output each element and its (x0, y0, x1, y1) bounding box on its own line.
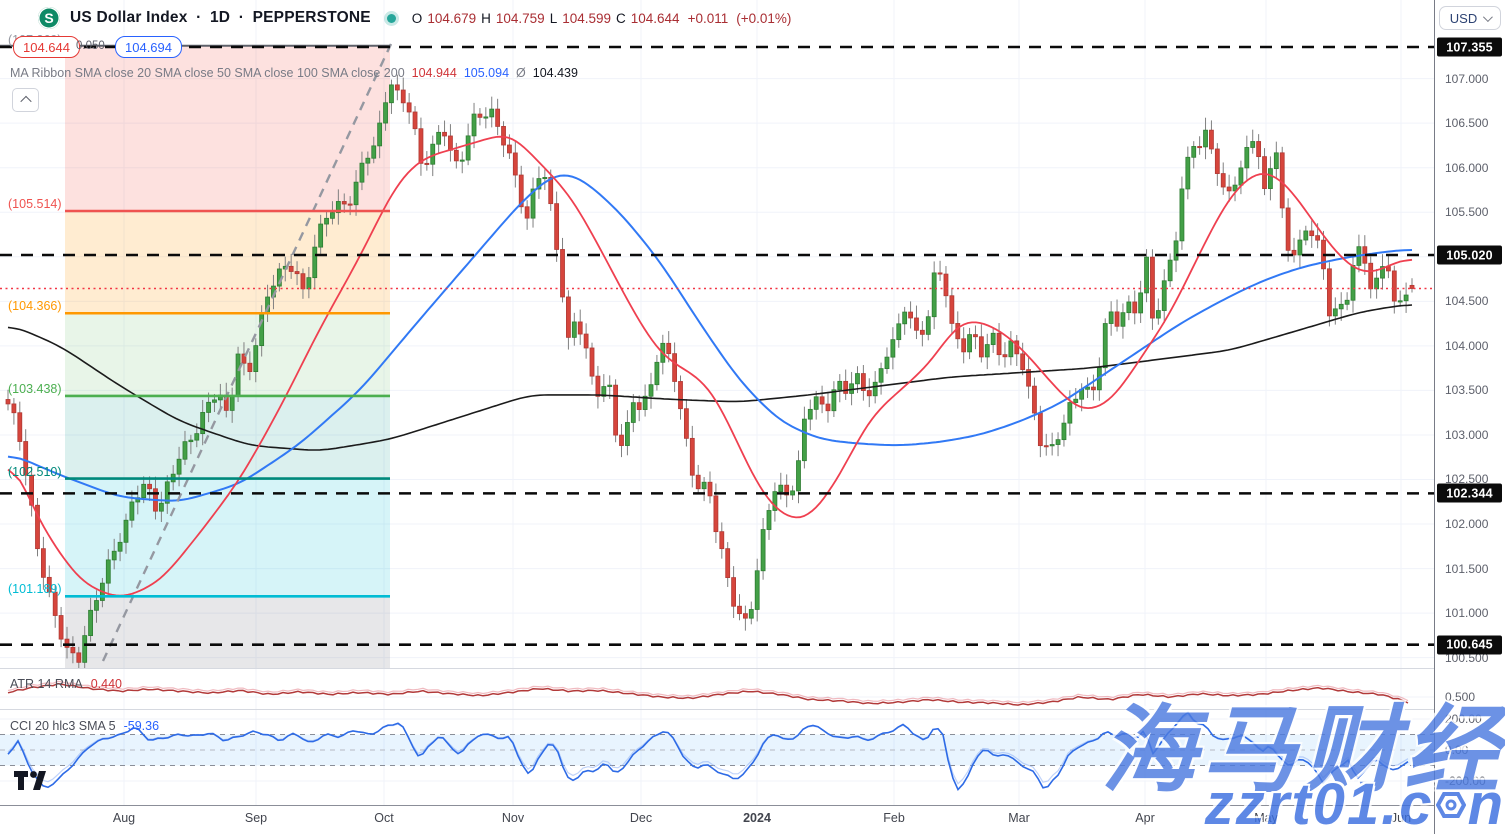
time-label: Mar (1008, 811, 1030, 825)
tradingview-logo-icon[interactable] (13, 770, 47, 792)
cci-title: CCI 20 hlc3 SMA 5 (10, 719, 116, 733)
price-axis[interactable]: USD 107.000 106.500 106.000 105.500 104.500 1… (1434, 0, 1505, 834)
time-label: Nov (501, 811, 525, 825)
sma-line[interactable] (7, 135, 1413, 597)
change-percent: (+0.01%) (736, 10, 792, 26)
cci-value: -59.36 (123, 719, 160, 733)
price-level-badge: 107.355 (1437, 37, 1502, 57)
price-tick: 101.000 (1445, 606, 1489, 621)
price-level-badge: 105.020 (1437, 245, 1502, 265)
interval-label[interactable]: 1D (209, 9, 231, 26)
time-label: Aug (112, 811, 136, 825)
zone-band[interactable] (65, 45, 390, 211)
open-label: O (411, 10, 423, 26)
ma-ribbon-legend[interactable]: MA Ribbon SMA close 20 SMA close 50 SMA … (10, 66, 578, 80)
high-value: 104.759 (495, 10, 545, 26)
currency-dropdown[interactable]: USD (1439, 6, 1501, 30)
trendline[interactable] (101, 43, 393, 662)
price-tick: 102.500 (1445, 472, 1489, 487)
ma-sma100-value: 105.094 (463, 66, 510, 80)
ma-avg-value: 104.439 (532, 66, 578, 80)
currency-label: USD (1449, 10, 1478, 26)
time-axis[interactable]: Aug Sep Oct Nov Dec 2024 Feb Mar Apr May Jun (0, 806, 1434, 834)
chevron-down-icon (1483, 11, 1494, 22)
separator: · (196, 9, 202, 26)
price-tick: 103.500 (1445, 383, 1489, 398)
zone-price-label: (103.438) (8, 381, 62, 396)
ma-ribbon-title: MA Ribbon SMA close 20 SMA close 50 SMA … (10, 66, 405, 80)
zone-band[interactable] (65, 596, 390, 668)
ohlc-values: O 104.679 H 104.759 L 104.599 C 104.644 … (412, 11, 792, 26)
time-label: Apr (1135, 811, 1155, 825)
provider-logo-icon[interactable]: S (38, 7, 60, 29)
symbol-legend: S US Dollar Index · 1D · PEPPERSTONE O 1… (38, 7, 791, 29)
price-tick: 104.500 (1445, 294, 1489, 309)
ma-sma20-value: 104.944 (411, 66, 457, 80)
cci-line[interactable] (7, 711, 1409, 792)
cci-legend[interactable]: CCI 20 hlc3 SMA 5 -59.36 (10, 719, 159, 733)
time-label: Sep (244, 811, 268, 825)
cci-tick: -200.00 (1445, 774, 1486, 788)
change-value: +0.011 (687, 10, 729, 26)
market-status-icon[interactable] (386, 13, 396, 23)
zone-price-label: (105.514) (8, 196, 62, 211)
price-tick: 103.000 (1445, 427, 1489, 442)
collapse-indicators-button[interactable] (12, 88, 39, 112)
symbol-title[interactable]: US Dollar Index · 1D · PEPPERSTONE (68, 9, 373, 27)
time-label: Jun (1390, 811, 1412, 825)
sma-line[interactable] (7, 174, 1413, 502)
atr-legend[interactable]: ATR 14 RMA 0.440 (10, 677, 122, 691)
time-label: 2024 (743, 811, 771, 825)
ma-avg-symbol: Ø (516, 66, 526, 80)
atr-line[interactable] (7, 682, 1409, 706)
exchange-label: PEPPERSTONE (252, 9, 371, 26)
cci-tick: 0.00 (1445, 743, 1469, 757)
order-price-label-blue[interactable]: 104.694 (115, 36, 182, 58)
price-tick: 106.000 (1445, 160, 1489, 175)
time-label: Oct (374, 811, 394, 825)
zone-price-label: (102.510) (8, 464, 62, 479)
price-level-badge: 102.344 (1437, 483, 1502, 503)
atr-title: ATR 14 RMA (10, 677, 83, 691)
zone-price-label: (101.189) (8, 582, 62, 597)
order-price-label-red[interactable]: 104.644 (13, 36, 80, 58)
spread-label: 0.050 (76, 40, 105, 52)
cci-tick: 200.00 (1445, 712, 1482, 726)
price-level-badge: 100.645 (1437, 635, 1502, 655)
chevron-up-icon (19, 95, 32, 108)
separator: · (238, 9, 245, 26)
price-tick: 104.000 (1445, 338, 1489, 353)
time-label: May (1254, 811, 1278, 825)
price-tick: 107.000 (1445, 71, 1489, 86)
zone-band[interactable] (65, 478, 390, 597)
zone-band[interactable] (65, 313, 390, 396)
symbol-name: US Dollar Index (70, 9, 188, 26)
zone-band[interactable] (65, 210, 390, 314)
open-value: 104.679 (427, 10, 477, 26)
price-tick: 105.500 (1445, 205, 1489, 220)
time-label: Dec (629, 811, 653, 825)
close-value: 104.644 (630, 10, 680, 26)
time-label: Feb (883, 811, 905, 825)
atr-value: 0.440 (90, 677, 122, 691)
high-label: H (481, 10, 491, 26)
low-value: 104.599 (562, 10, 612, 26)
atr-tick: 0.500 (1445, 690, 1476, 704)
close-label: C (616, 10, 626, 26)
price-tick: 106.500 (1445, 116, 1489, 131)
price-tick: 102.000 (1445, 517, 1489, 532)
sma-line[interactable] (7, 304, 1413, 451)
price-tick: 101.500 (1445, 561, 1489, 576)
zone-price-label: (104.366) (8, 299, 62, 314)
low-label: L (549, 10, 558, 26)
